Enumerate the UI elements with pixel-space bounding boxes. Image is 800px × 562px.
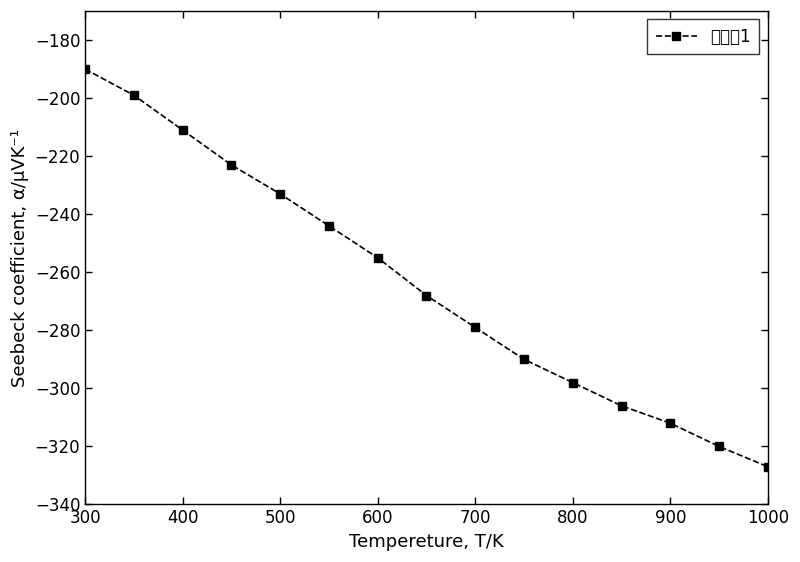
Legend: 实施例1: 实施例1 bbox=[647, 20, 759, 54]
Y-axis label: Seebeck coefficient, α/μVK⁻¹: Seebeck coefficient, α/μVK⁻¹ bbox=[11, 129, 29, 387]
X-axis label: Tempereture, T/K: Tempereture, T/K bbox=[349, 533, 504, 551]
